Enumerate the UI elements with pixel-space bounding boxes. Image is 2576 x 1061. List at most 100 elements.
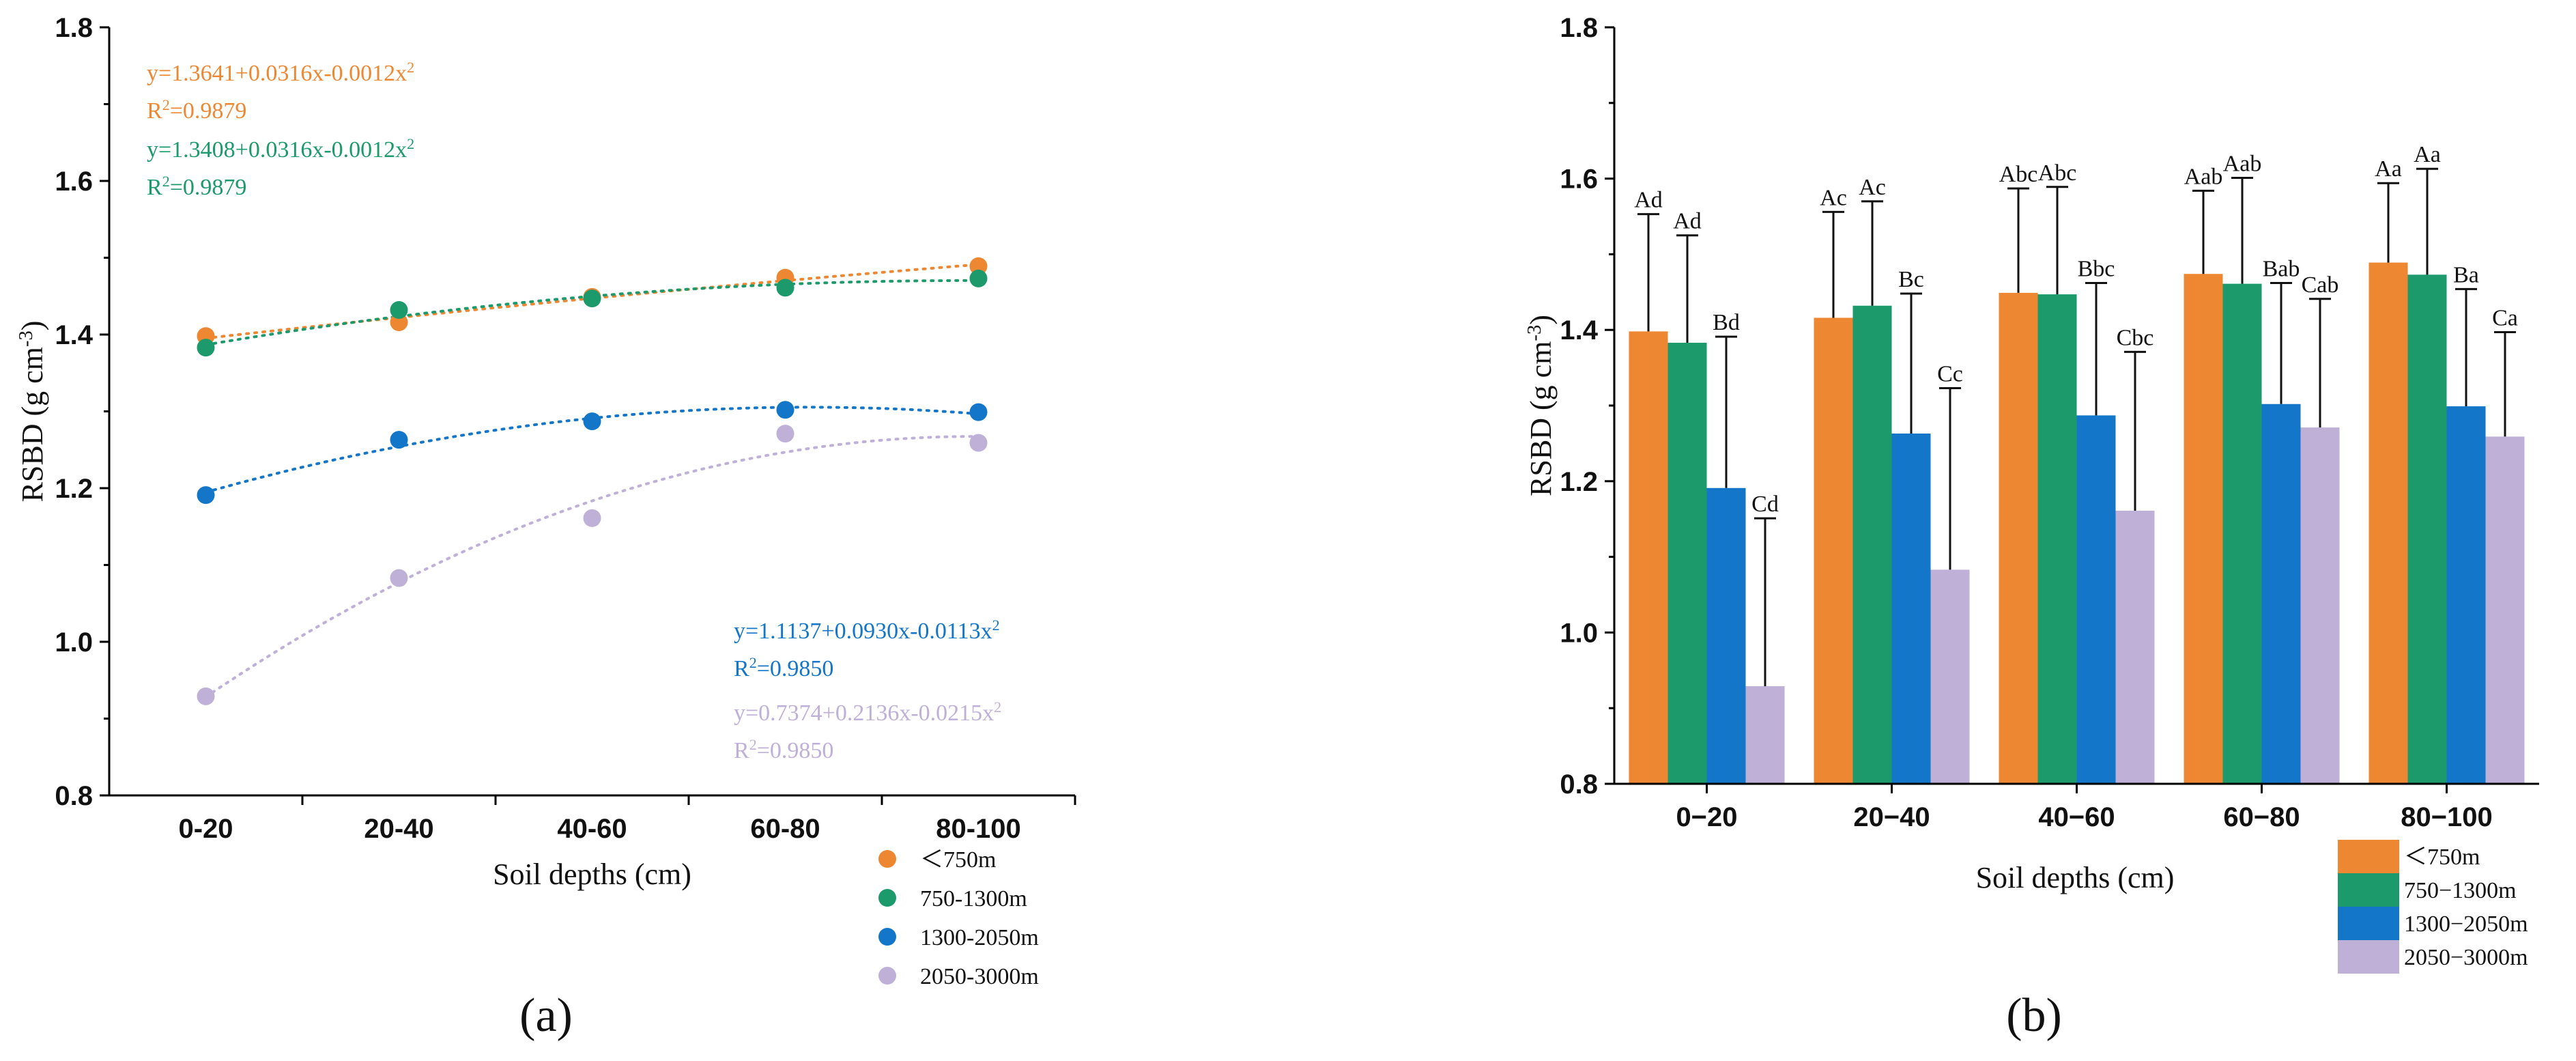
y-tick-label: 1.8 — [1560, 13, 1598, 43]
x-tick-label: 80-100 — [936, 814, 1021, 844]
y-tick-label: 1.0 — [1560, 618, 1598, 648]
fit-r-squared: R2=0.9879 — [147, 96, 246, 124]
fit-r-squared: R2=0.9850 — [734, 654, 833, 682]
significance-letter: Aa — [2375, 156, 2402, 182]
significance-letter: Bab — [2263, 257, 2300, 282]
legend-swatch — [2338, 940, 2399, 974]
legend-label: 750-1300m — [920, 886, 1027, 911]
y-tick-label: 1.4 — [55, 320, 93, 350]
x-tick-label: 60−80 — [2223, 802, 2300, 832]
bar — [1706, 487, 1746, 784]
bar — [2300, 427, 2340, 784]
bar — [1629, 331, 1668, 784]
bar — [2485, 436, 2525, 784]
x-axis-title: Soil depths (cm) — [493, 858, 691, 891]
bar — [1852, 305, 1892, 784]
bar — [1814, 317, 1853, 784]
fit-equation: y=1.1137+0.0930x-0.0113x2 — [734, 617, 1000, 645]
bar — [2407, 274, 2447, 784]
legend-marker — [878, 889, 896, 907]
data-point — [390, 301, 408, 319]
fit-curve — [204, 435, 980, 698]
data-point — [776, 425, 795, 443]
significance-letter: Bd — [1713, 310, 1740, 335]
fit-r-squared: R2=0.9879 — [147, 173, 246, 201]
bar — [2037, 294, 2077, 784]
panel-a-scatter-chart: 0.8 1.0 1.2 1.4 1.6 1.8 0-20 20-40 40-60 60-80 80-… — [16, 13, 1076, 1042]
y-tick-label: 0.8 — [55, 781, 93, 811]
significance-letter: Ca — [2492, 306, 2518, 331]
y-tick-label: 1.2 — [55, 474, 93, 504]
legend-label: 750−1300m — [2404, 878, 2517, 903]
significance-letter: Ac — [1820, 185, 1847, 210]
y-tick-label: 1.8 — [55, 13, 93, 43]
bar — [1930, 569, 1970, 784]
bar — [1745, 686, 1785, 784]
data-point — [969, 257, 988, 275]
significance-letter: Cc — [1937, 362, 1963, 387]
significance-letter: Bbc — [2078, 257, 2115, 282]
legend-label: ＜750m — [2404, 845, 2480, 870]
panel-label-b: (b) — [2006, 989, 2062, 1042]
legend-label: 2050−3000m — [2404, 945, 2528, 970]
data-point — [969, 434, 988, 452]
x-tick-label: 0−20 — [1676, 802, 1737, 832]
y-tick-label: 0.8 — [1560, 769, 1598, 800]
panel-label-a: (a) — [519, 989, 573, 1042]
y-tick-label: 1.0 — [55, 627, 93, 657]
data-point — [969, 269, 988, 287]
fit-equation: y=1.3641+0.0316x-0.0012x2 — [147, 59, 414, 87]
significance-letter: Ba — [2453, 262, 2479, 287]
x-tick-label: 40-60 — [557, 814, 627, 844]
significance-letter: Ad — [1673, 209, 1702, 234]
x-tick-label: 40−60 — [2038, 802, 2115, 832]
y-tick-label: 1.6 — [55, 167, 93, 197]
bar — [2446, 406, 2486, 784]
legend-label: 2050-3000m — [920, 964, 1039, 989]
legend-swatch — [2338, 873, 2399, 907]
fit-r-squared: R2=0.9850 — [734, 736, 833, 764]
y-axis-title: RSBD (g cm-3) — [1524, 315, 1558, 496]
x-tick-label: 20-40 — [364, 814, 433, 844]
significance-letter: Abc — [2038, 160, 2077, 186]
legend-marker — [878, 850, 896, 868]
data-point — [969, 403, 988, 421]
bar — [2369, 262, 2408, 784]
legend-label: ＜750m — [920, 847, 996, 873]
legend-swatch — [2338, 840, 2399, 873]
data-point — [197, 339, 215, 357]
bar — [2115, 511, 2155, 784]
fit-equation: y=0.7374+0.2136x-0.0215x2 — [734, 698, 1001, 726]
y-tick-label: 1.2 — [1560, 467, 1598, 497]
bar — [2076, 415, 2116, 784]
fit-curve — [204, 263, 980, 340]
significance-letter: Abc — [1999, 162, 2038, 187]
significance-letter: Ad — [1634, 188, 1663, 213]
data-point — [583, 509, 601, 527]
bar — [2184, 274, 2223, 784]
y-axis-title: RSBD (g cm-3) — [16, 321, 50, 503]
bar — [1668, 343, 1707, 784]
x-tick-label: 80−100 — [2401, 802, 2493, 832]
legend-marker — [878, 928, 896, 946]
significance-letter: Aab — [2223, 151, 2262, 176]
significance-letter: Aab — [2184, 164, 2223, 189]
data-point — [776, 279, 795, 297]
x-tick-label: 0-20 — [178, 814, 233, 844]
significance-letter: Cab — [2302, 272, 2339, 298]
data-point — [390, 313, 408, 331]
legend-swatch — [2338, 907, 2399, 940]
legend-label: 1300−2050m — [2404, 911, 2528, 937]
significance-letter: Ac — [1859, 175, 1886, 200]
data-point — [390, 569, 408, 587]
data-point — [197, 486, 215, 505]
data-point — [583, 289, 601, 308]
y-tick-label: 1.4 — [1560, 315, 1598, 345]
data-point — [583, 412, 601, 431]
data-point — [776, 401, 795, 419]
significance-letter: Aa — [2414, 142, 2441, 167]
x-tick-label: 20−40 — [1853, 802, 1930, 832]
legend-marker — [878, 967, 896, 985]
